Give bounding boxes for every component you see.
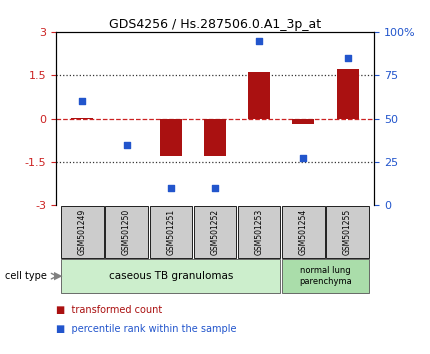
Bar: [61, 206, 104, 258]
Text: GSM501254: GSM501254: [299, 209, 308, 255]
Bar: [105, 206, 148, 258]
Text: ■  percentile rank within the sample: ■ percentile rank within the sample: [56, 324, 237, 334]
Bar: [248, 72, 270, 119]
Point: [167, 185, 174, 191]
Bar: [337, 69, 359, 119]
Bar: [194, 206, 236, 258]
Bar: [204, 119, 226, 156]
Text: GSM501250: GSM501250: [122, 209, 131, 255]
Text: GSM501255: GSM501255: [343, 209, 352, 255]
Text: GSM501251: GSM501251: [166, 209, 175, 255]
Point: [256, 38, 263, 44]
Point: [123, 142, 130, 147]
Bar: [238, 206, 280, 258]
Bar: [150, 206, 192, 258]
Bar: [292, 119, 314, 124]
Text: GSM501249: GSM501249: [78, 209, 87, 255]
Point: [344, 55, 351, 61]
Text: caseous TB granulomas: caseous TB granulomas: [109, 271, 233, 281]
Bar: [160, 119, 182, 156]
Bar: [61, 259, 280, 293]
Point: [79, 98, 86, 104]
Text: ■  transformed count: ■ transformed count: [56, 305, 162, 315]
Point: [300, 156, 307, 161]
Text: GSM501252: GSM501252: [211, 209, 219, 255]
Bar: [282, 259, 369, 293]
Text: GDS4256 / Hs.287506.0.A1_3p_at: GDS4256 / Hs.287506.0.A1_3p_at: [109, 18, 321, 31]
Bar: [326, 206, 369, 258]
Text: GSM501253: GSM501253: [255, 209, 264, 255]
Bar: [282, 206, 325, 258]
Bar: [71, 118, 93, 119]
Text: ▶: ▶: [54, 271, 62, 281]
Text: cell type: cell type: [6, 271, 47, 281]
Text: normal lung
parenchyma: normal lung parenchyma: [299, 267, 352, 286]
Point: [212, 185, 218, 191]
